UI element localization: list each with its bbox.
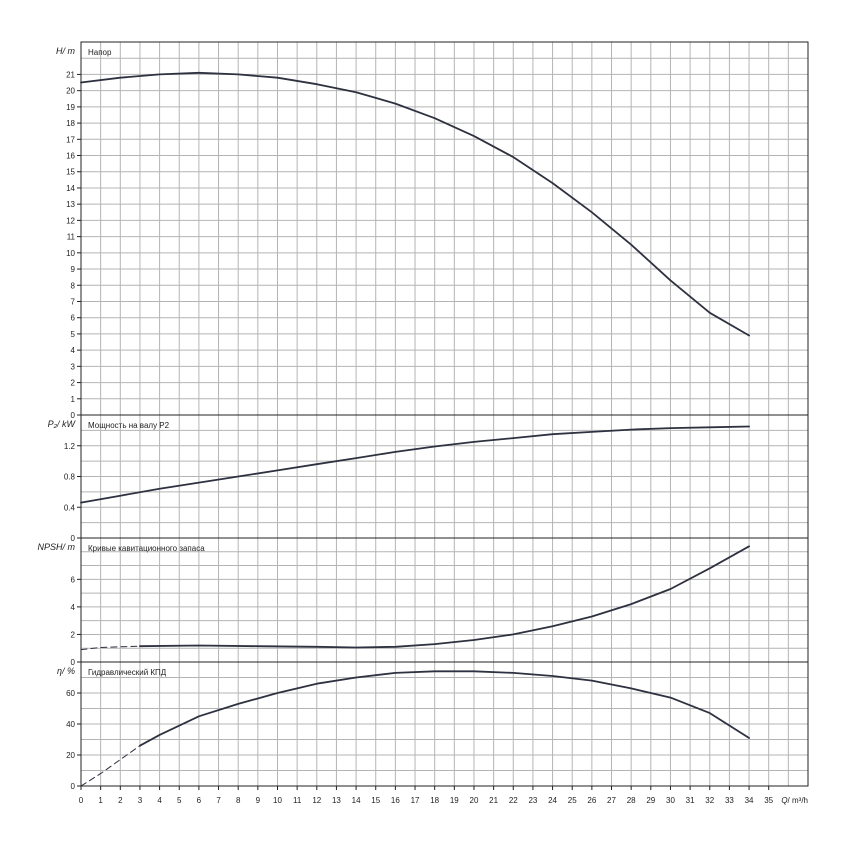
x-tick-label: 14	[352, 796, 361, 805]
panel-power: 0 0.4 0.8 1.2 P₂/ kW Мощность на валу P2	[48, 414, 809, 543]
panel-title: Напор	[88, 48, 112, 57]
y-tick-label: 7	[71, 297, 76, 306]
y-tick-label: 0	[71, 534, 76, 543]
y-tick-label: 18	[66, 119, 75, 128]
x-tick-label: 7	[216, 796, 221, 805]
y-tick-label: 0	[71, 658, 76, 667]
x-axis: 0 1 2 3 4 5 6 7 8 9 10 11 12 13 14 15 16 17 18 19 20 21 22 23 24…	[79, 786, 808, 805]
y-tick-label: 21	[66, 70, 75, 79]
x-tick-label: 6	[197, 796, 202, 805]
y-tick-label: 4	[71, 603, 76, 612]
x-tick-label: 21	[489, 796, 498, 805]
y-axis-label: NPSH/ m	[37, 542, 75, 552]
x-tick-label: 20	[470, 796, 479, 805]
x-tick-label: 13	[332, 796, 341, 805]
x-tick-label: 26	[587, 796, 596, 805]
y-tick-label: 19	[66, 103, 75, 112]
x-axis-label: Q/ m³/h	[781, 796, 808, 805]
panel-frame	[80, 41, 809, 416]
x-tick-label: 22	[509, 796, 518, 805]
panel-efficiency: 0 20 40 60 η/ % Гидравлический КПД	[57, 661, 809, 791]
y-tick-label: 13	[66, 200, 75, 209]
y-tick-label: 14	[66, 184, 75, 193]
x-tick-label: 29	[646, 796, 655, 805]
y-tick-label: 0	[71, 782, 76, 791]
x-tick-label: 4	[157, 796, 162, 805]
x-tick-label: 34	[745, 796, 754, 805]
y-tick-label: 3	[71, 362, 76, 371]
y-tick-label: 11	[67, 233, 76, 242]
panel-npsh: 0 2 4 6 NPSH/ m Кривые кавитационного запаса	[37, 537, 809, 667]
x-tick-label: 9	[256, 796, 261, 805]
x-tick-label: 17	[411, 796, 420, 805]
y-tick-label: 8	[71, 281, 76, 290]
y-axis-label: η/ %	[57, 666, 75, 676]
y-tick-label: 10	[66, 249, 75, 258]
x-tick-label: 30	[666, 796, 675, 805]
series-line-efficiency-solid	[139, 670, 750, 747]
y-tick-label: 4	[71, 346, 76, 355]
y-tick-label: 1	[71, 395, 76, 404]
series-line-npsh-solid	[139, 545, 750, 649]
series-line-npsh-dashed	[80, 645, 141, 651]
x-tick-label: 35	[764, 796, 773, 805]
panel-title: Кривые кавитационного запаса	[88, 544, 205, 553]
y-tick-label: 12	[66, 216, 75, 225]
x-tick-label: 23	[528, 796, 537, 805]
series-line-head-solid	[80, 71, 750, 337]
panel-title: Гидравлический КПД	[88, 668, 167, 677]
y-tick-label: 0.4	[64, 503, 76, 512]
x-tick-label: 10	[273, 796, 282, 805]
panel-frame	[80, 661, 809, 787]
x-tick-label: 1	[98, 796, 103, 805]
y-tick-label: 6	[71, 575, 76, 584]
x-tick-label: 5	[177, 796, 182, 805]
y-tick-label: 0	[71, 411, 76, 420]
x-tick-label: 18	[430, 796, 439, 805]
x-tick-label: 19	[450, 796, 459, 805]
x-tick-label: 33	[725, 796, 734, 805]
panel-title: Мощность на валу P2	[88, 421, 170, 430]
y-tick-label: 2	[71, 379, 76, 388]
x-tick-label: 28	[627, 796, 636, 805]
x-tick-label: 2	[118, 796, 123, 805]
x-tick-label: 16	[391, 796, 400, 805]
y-tick-label: 16	[66, 152, 75, 161]
y-tick-label: 6	[71, 314, 76, 323]
x-tick-label: 27	[607, 796, 616, 805]
series-line-efficiency-dashed	[80, 745, 141, 787]
y-tick-label: 5	[71, 330, 76, 339]
series-line-power-solid	[80, 425, 750, 504]
x-tick-label: 24	[548, 796, 557, 805]
x-tick-label: 0	[79, 796, 84, 805]
x-tick-label: 31	[686, 796, 695, 805]
y-tick-label: 9	[71, 265, 76, 274]
x-tick-label: 32	[705, 796, 714, 805]
y-tick-label: 2	[71, 630, 76, 639]
x-tick-label: 25	[568, 796, 577, 805]
x-tick-label: 3	[138, 796, 143, 805]
y-tick-label: 40	[66, 720, 75, 729]
y-tick-label: 1.2	[64, 442, 76, 451]
x-tick-label: 12	[312, 796, 321, 805]
y-tick-label: 60	[66, 689, 75, 698]
x-tick-label: 11	[293, 796, 302, 805]
y-axis-label: H/ m	[56, 46, 76, 56]
y-tick-label: 20	[66, 87, 75, 96]
y-tick-label: 17	[66, 135, 75, 144]
y-tick-label: 20	[66, 751, 75, 760]
x-tick-label: 15	[371, 796, 380, 805]
y-axis-label: P₂/ kW	[48, 419, 77, 429]
y-tick-label: 15	[66, 168, 75, 177]
x-tick-label: 8	[236, 796, 241, 805]
y-tick-label: 0.8	[64, 473, 76, 482]
